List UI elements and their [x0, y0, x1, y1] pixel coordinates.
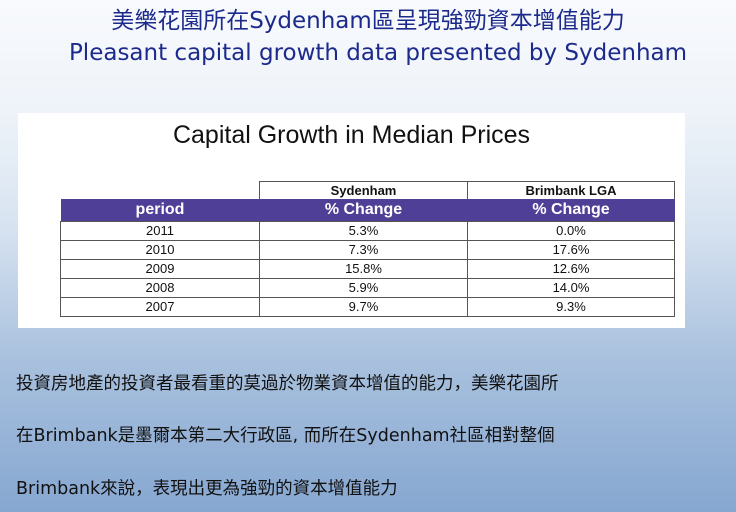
brimbank-change-cell: 12.6% [467, 259, 675, 279]
brimbank-change-cell: 9.3% [467, 297, 675, 317]
capital-growth-table: Sydenham Brimbank LGA period % Change % … [60, 181, 675, 317]
region-header-brimbank: Brimbank LGA [467, 181, 675, 199]
sydenham-change-cell: 5.9% [259, 278, 468, 298]
period-cell: 2010 [60, 240, 260, 260]
period-cell: 2011 [60, 221, 260, 241]
period-cell: 2008 [60, 278, 260, 298]
slide-title-chinese: 美樂花園所在Sydenham區呈現強勁資本增值能力 [111, 8, 625, 34]
sydenham-change-cell: 15.8% [259, 259, 468, 279]
region-header-empty [61, 182, 260, 200]
table-row: 2009 15.8% 12.6% [60, 259, 675, 279]
table-row: 2008 5.9% 14.0% [60, 278, 675, 298]
column-header-sydenham-change: % Change [259, 199, 468, 222]
table-caption: Capital Growth in Median Prices [172, 121, 531, 149]
column-header-period: period [60, 199, 260, 222]
region-header-row: Sydenham Brimbank LGA [61, 181, 675, 200]
body-text-line-3: Brimbank來說，表現出更為強勁的資本增值能力 [16, 479, 398, 499]
slide-title-english: Pleasant capital growth data presented b… [68, 40, 688, 66]
brimbank-change-cell: 0.0% [467, 221, 675, 241]
column-header-brimbank-change: % Change [467, 199, 675, 222]
capital-growth-table-image: Capital Growth in Median Prices Sydenham… [18, 113, 685, 328]
table-row: 2007 9.7% 9.3% [60, 297, 675, 317]
region-header-sydenham: Sydenham [259, 181, 468, 199]
table-row: 2010 7.3% 17.6% [60, 240, 675, 260]
sydenham-change-cell: 5.3% [259, 221, 468, 241]
brimbank-change-cell: 14.0% [467, 278, 675, 298]
table-row: 2011 5.3% 0.0% [60, 221, 675, 241]
column-header-row: period % Change % Change [60, 199, 675, 222]
brimbank-change-cell: 17.6% [467, 240, 675, 260]
body-text-line-1: 投資房地產的投資者最看重的莫過於物業資本增值的能力，美樂花園所 [16, 374, 559, 394]
period-cell: 2009 [60, 259, 260, 279]
sydenham-change-cell: 9.7% [259, 297, 468, 317]
sydenham-change-cell: 7.3% [259, 240, 468, 260]
period-cell: 2007 [60, 297, 260, 317]
body-text-line-2: 在Brimbank是墨爾本第二大行政區, 而所在Sydenham社區相對整個 [16, 426, 555, 446]
